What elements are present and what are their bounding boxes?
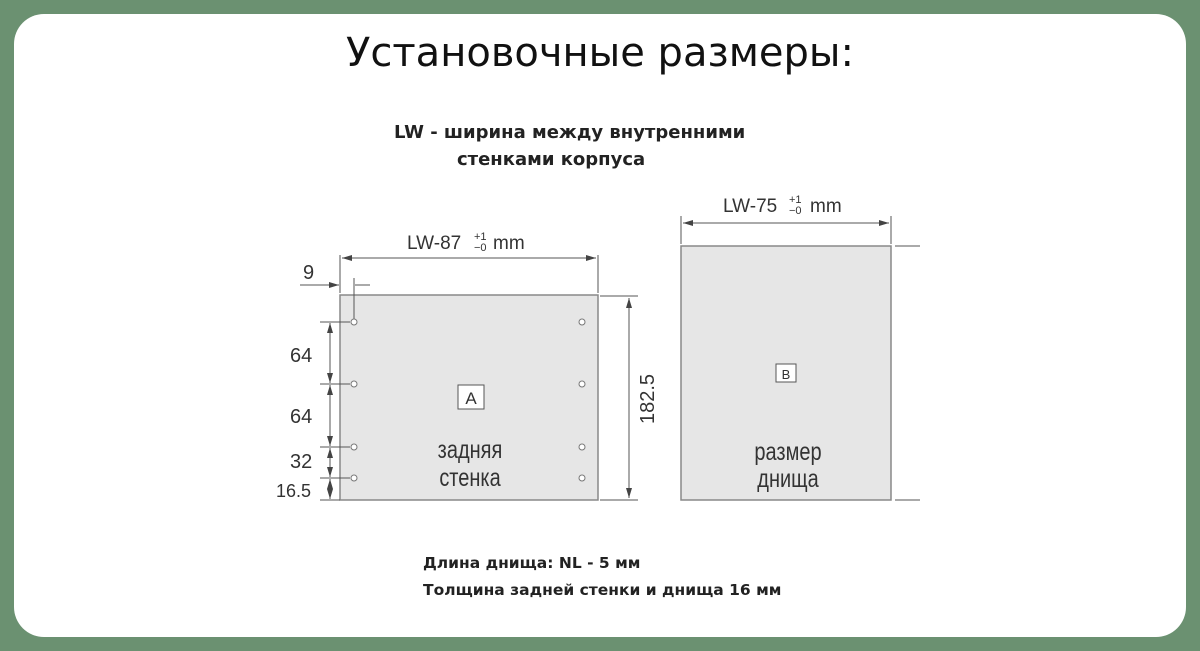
panel-b-tol-plus: +1: [789, 194, 802, 206]
definition-line1: LW - ширина между внутренними: [394, 122, 746, 143]
panel-b-unit: mm: [810, 196, 842, 217]
panel-b-marker: B: [782, 367, 791, 382]
panel-a-tol-minus: −0: [474, 242, 487, 254]
spacing-label-1: 64: [290, 345, 312, 367]
notes: Длина днища: NL - 5 мм Толщина задней ст…: [423, 550, 781, 604]
panel-b-tol-minus: −0: [789, 205, 802, 217]
note-thickness: Толщина задней стенки и днища 16 мм: [423, 581, 782, 599]
mounting-holes: [350, 318, 586, 482]
note-bottom-length: Длина днища: NL - 5 мм: [423, 554, 641, 572]
panel-b-width-label: LW-75: [723, 196, 777, 217]
panel-b-caption-2: днища: [757, 465, 819, 493]
card: [14, 14, 1186, 637]
panel-a-width-label: LW-87: [407, 233, 461, 254]
panel-a-unit: mm: [493, 233, 525, 254]
panel-a-height-label: 182.5: [637, 374, 659, 424]
spacing-label-3: 32: [290, 451, 312, 473]
panel-b-caption-1: размер: [754, 438, 821, 466]
panel-a-caption-2: стенка: [439, 464, 501, 492]
lw-definition: LW - ширина между внутренними стенками к…: [394, 119, 745, 173]
spacing-label-2: 64: [290, 406, 312, 428]
panel-a-caption-1: задняя: [438, 436, 503, 464]
panel-a-marker: A: [465, 389, 477, 408]
offset-label: 9: [303, 262, 314, 284]
definition-line2: стенками корпуса: [457, 149, 646, 170]
page-title: Установочные размеры:: [346, 30, 854, 76]
panel-a-tol-plus: +1: [474, 231, 487, 243]
spacing-label-4: 16.5: [276, 481, 311, 501]
